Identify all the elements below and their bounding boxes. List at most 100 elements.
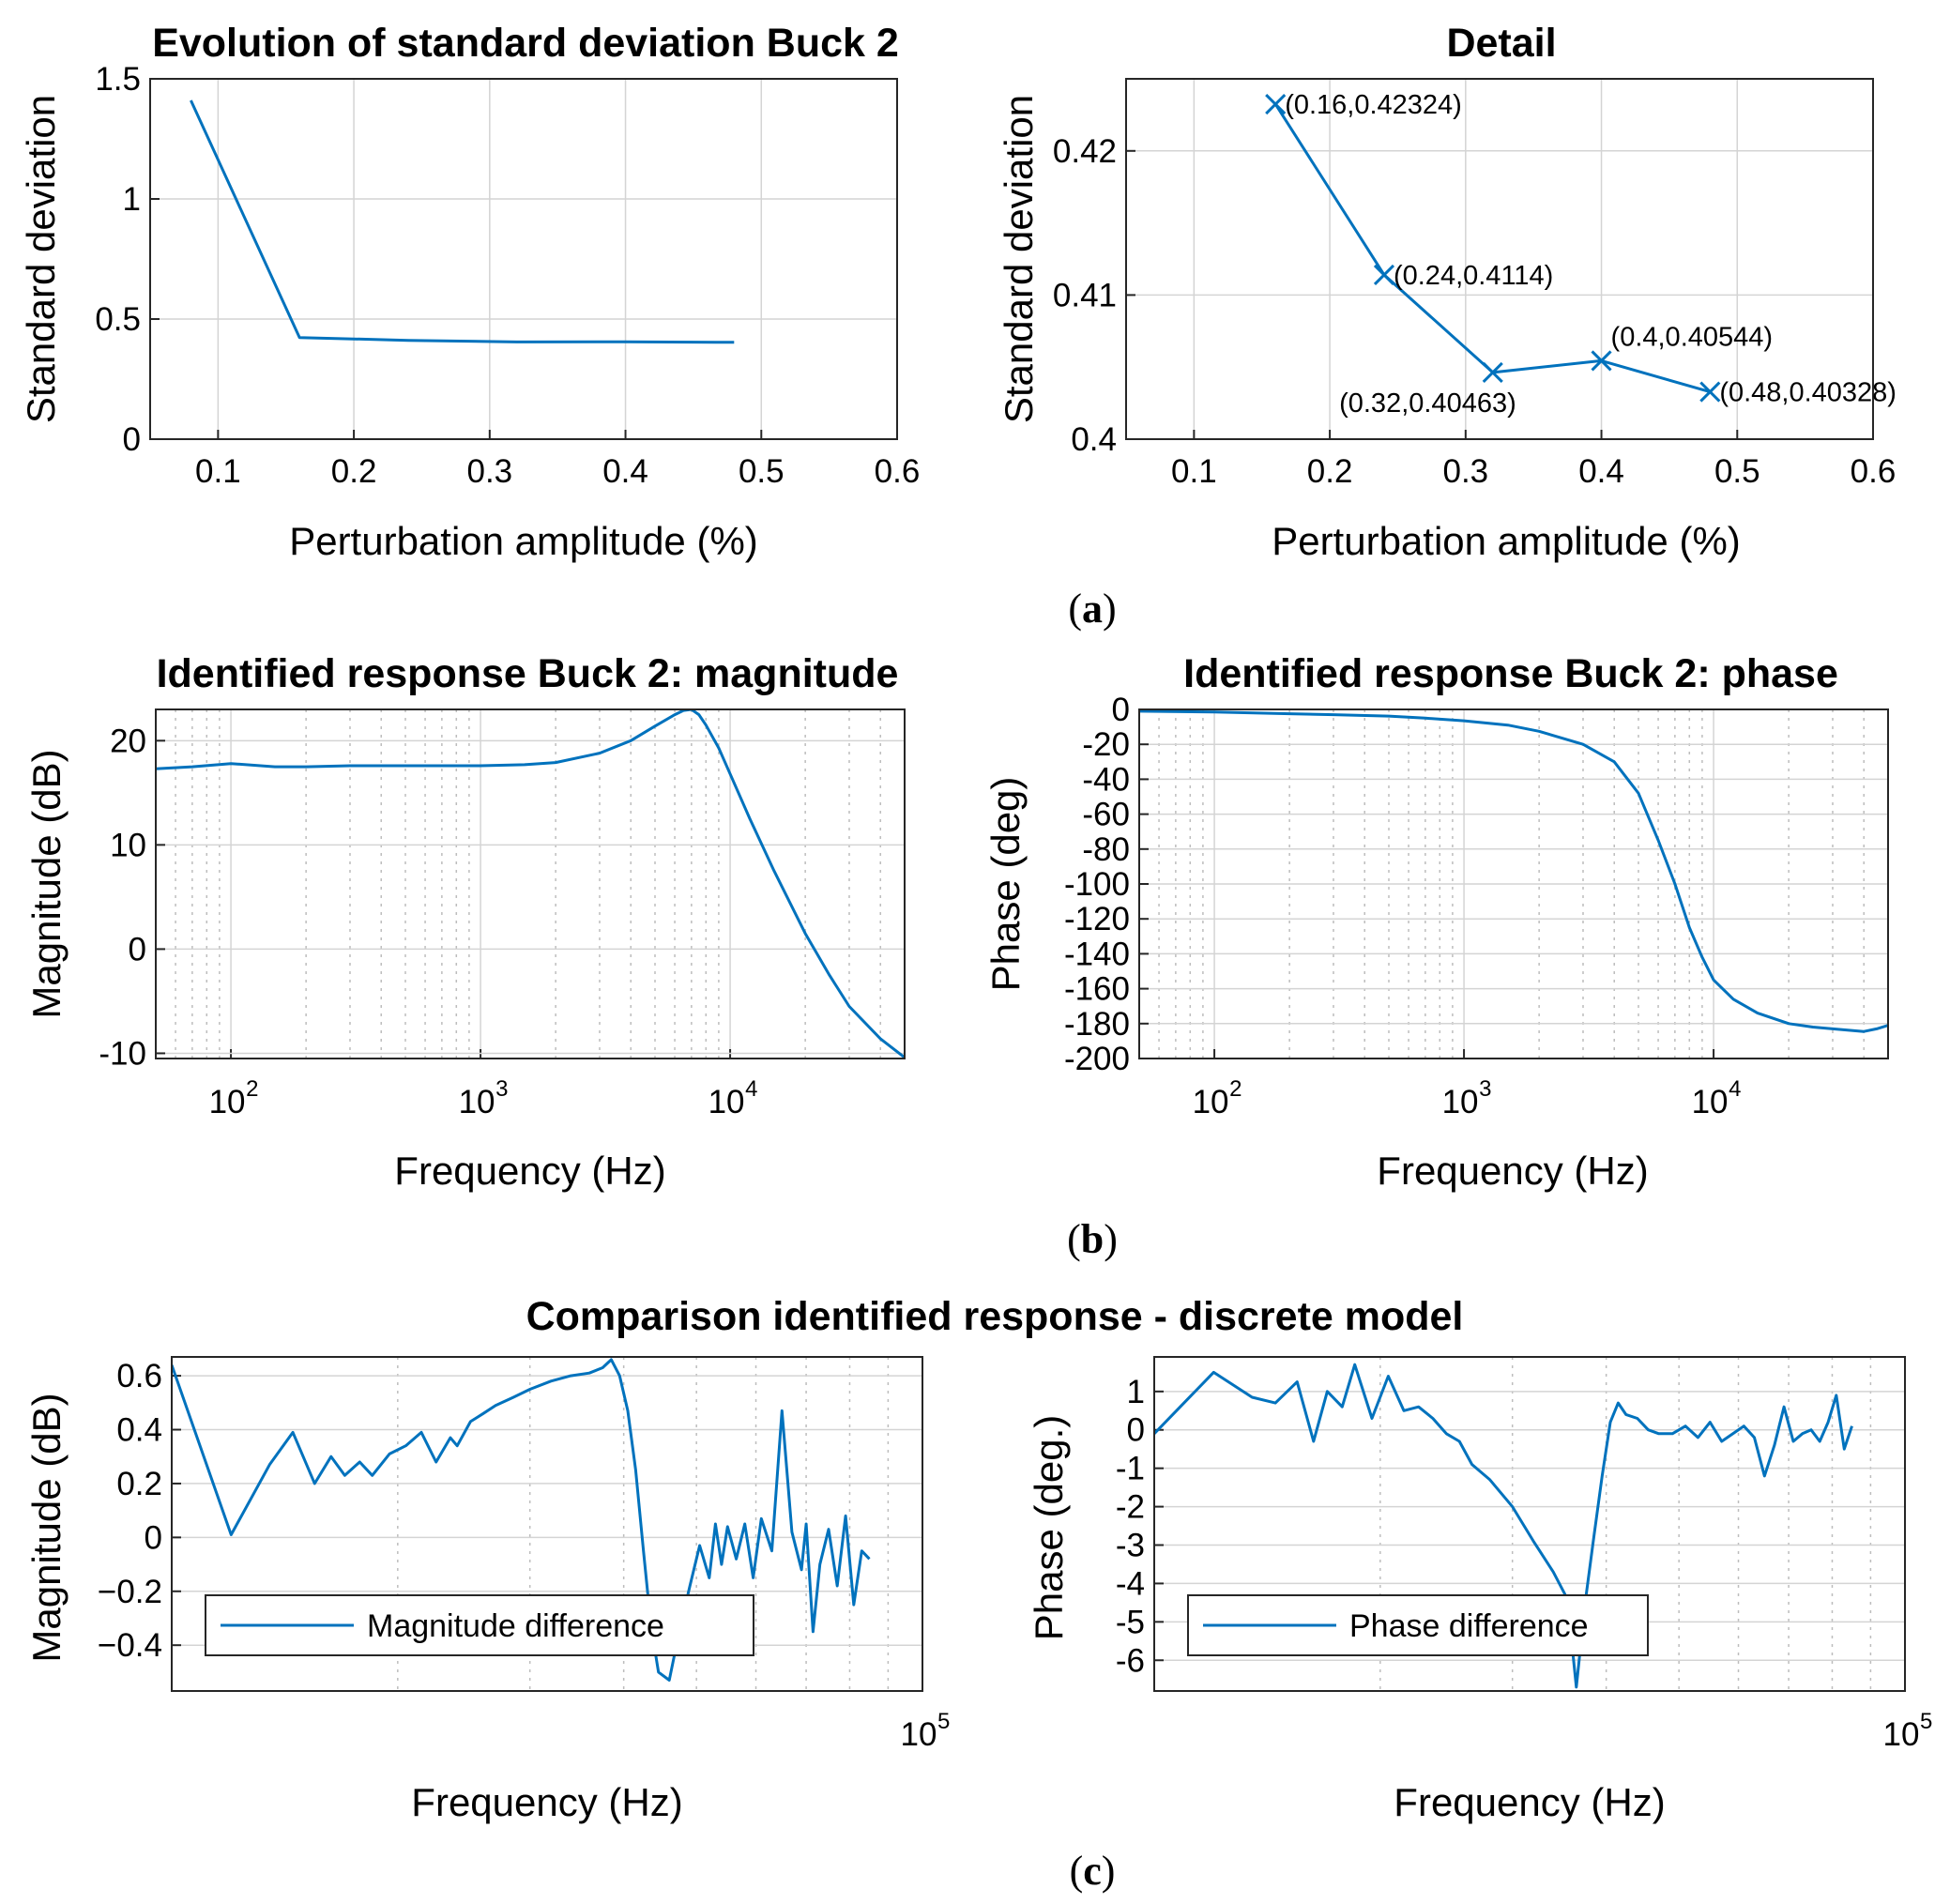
caption-b-letter: b xyxy=(1081,1216,1104,1262)
x-tick-label: 0.3 xyxy=(466,453,512,490)
caption-c-letter: c xyxy=(1083,1848,1102,1894)
x-axis-label: Frequency (Hz) xyxy=(394,1149,665,1193)
y-axis-label: Standard deviation xyxy=(19,95,63,423)
legend: Phase difference xyxy=(1187,1594,1649,1656)
comparison-title: Comparison identified response - discret… xyxy=(526,1294,1464,1339)
y-tick-label: -100 xyxy=(1064,866,1130,903)
data-point-marker xyxy=(1699,381,1721,403)
chart-title: Identified response Buck 2: phase xyxy=(1183,651,1838,696)
y-tick-label: 0.42 xyxy=(1053,133,1117,170)
std-evolution-chart: Evolution of standard deviation Buck 2 0… xyxy=(19,21,920,563)
y-axis-label: Magnitude (dB) xyxy=(24,1393,69,1662)
y-tick-label: -3 xyxy=(1116,1528,1145,1564)
legend: Magnitude difference xyxy=(205,1594,754,1656)
y-tick-label: -5 xyxy=(1116,1604,1145,1640)
y-tick-label: 0.4 xyxy=(1071,421,1117,458)
data-layer xyxy=(1139,709,1888,1033)
std-detail-chart: Detail 0.1 0.2 0.3 0.4 0.5 0.6 0.4 0.41 0.42 Per… xyxy=(997,21,1897,563)
y-tick-label: -200 xyxy=(1064,1041,1130,1077)
axes-frame xyxy=(1138,708,1889,1059)
y-tick-label: 1 xyxy=(1127,1374,1145,1410)
annotations: (0.16,0.42324) (0.24,0.4114) (0.32,0.40463… xyxy=(1285,90,1897,419)
x-tick-label: 0.6 xyxy=(1851,453,1897,490)
x-tick-label: 0.3 xyxy=(1442,453,1488,490)
data-point-marker xyxy=(1265,93,1287,115)
grid xyxy=(1126,79,1874,440)
y-tick-label: 0.4 xyxy=(116,1412,162,1449)
y-tick-label: 0 xyxy=(1112,692,1130,728)
x-tick-label: 10 xyxy=(901,1716,937,1753)
x-tick-label: 0.2 xyxy=(1307,453,1353,490)
y-tick-label: 0 xyxy=(123,421,141,458)
y-tick-label: −0.2 xyxy=(98,1574,162,1610)
x-tick-label: 0.4 xyxy=(602,453,648,490)
grid xyxy=(1139,708,1888,1059)
y-tick-label: 0 xyxy=(145,1519,162,1556)
y-tick-label: 0.2 xyxy=(116,1466,162,1502)
y-tick-label: -1 xyxy=(1116,1451,1145,1487)
data-label: (0.48,0.40328) xyxy=(1719,378,1897,408)
x-axis-label: Frequency (Hz) xyxy=(1394,1780,1665,1824)
x-tick-exponent: 2 xyxy=(246,1076,258,1102)
y-tick-label: 1.5 xyxy=(95,61,141,98)
data-label: (0.24,0.4114) xyxy=(1394,261,1553,291)
y-tick-label: -6 xyxy=(1116,1642,1145,1679)
y-tick-label: 0 xyxy=(1127,1412,1145,1449)
axes-frame xyxy=(149,78,898,440)
tick-labels: 10 5 −0.4 −0.2 0 0.2 0.4 0.6 xyxy=(98,1358,950,1753)
y-tick-label: 0.6 xyxy=(116,1358,162,1394)
x-tick-exponent: 3 xyxy=(495,1076,508,1102)
axes-frame xyxy=(171,1356,923,1692)
x-tick-label: 0.1 xyxy=(1171,453,1217,490)
y-tick-label: -120 xyxy=(1064,901,1130,937)
y-tick-label: -10 xyxy=(99,1035,146,1072)
x-tick-exponent: 3 xyxy=(1479,1076,1491,1102)
tick-labels: 0.1 0.2 0.3 0.4 0.5 0.6 0.4 0.41 0.42 xyxy=(1053,133,1896,490)
axes-frame xyxy=(1125,78,1874,440)
legend-label: Magnitude difference xyxy=(367,1608,664,1644)
caption-a: (a) xyxy=(1068,586,1116,632)
x-tick-label: 10 xyxy=(459,1084,495,1120)
data-label: (0.4,0.40544) xyxy=(1611,322,1774,352)
caption-c: (c) xyxy=(1070,1848,1116,1894)
x-tick-label: 0.5 xyxy=(739,453,785,490)
y-tick-label: 0 xyxy=(129,931,146,967)
data-point-marker xyxy=(1591,350,1612,372)
series-line xyxy=(1154,1363,1853,1689)
data-layer xyxy=(1265,93,1721,403)
grid xyxy=(156,709,905,1059)
y-tick-label: -80 xyxy=(1082,831,1130,868)
x-tick-label: 10 xyxy=(1442,1084,1479,1120)
caption-a-letter: a xyxy=(1082,586,1103,632)
data-layer xyxy=(1154,1363,1853,1689)
data-point-marker xyxy=(1373,264,1395,285)
chart-title: Evolution of standard deviation Buck 2 xyxy=(152,21,899,66)
magnitude-response-chart: Identified response Buck 2: magnitude 10… xyxy=(24,651,906,1193)
y-tick-label: -4 xyxy=(1116,1565,1145,1602)
x-axis-label: Perturbation amplitude (%) xyxy=(1272,519,1741,563)
x-tick-label: 0.6 xyxy=(875,453,921,490)
y-tick-label: 0.41 xyxy=(1053,277,1117,313)
x-tick-label: 0.2 xyxy=(331,453,377,490)
y-axis-label: Magnitude (dB) xyxy=(24,749,69,1018)
y-axis-label: Standard deviation xyxy=(997,95,1041,423)
data-layer xyxy=(190,99,735,344)
data-layer xyxy=(172,1358,871,1682)
magnitude-difference-chart: 10 5 −0.4 −0.2 0 0.2 0.4 0.6 Magnitude differen… xyxy=(24,1356,950,1824)
x-tick-exponent: 4 xyxy=(1729,1076,1741,1102)
y-tick-label: -20 xyxy=(1082,726,1130,763)
y-tick-label: -160 xyxy=(1064,971,1130,1008)
phase-difference-chart: 10 5 -6-5-4-3-2-101 Phase difference Frequ… xyxy=(1027,1356,1932,1824)
caption-b: (b) xyxy=(1067,1216,1118,1262)
axes-frame xyxy=(155,708,906,1059)
x-tick-exponent: 5 xyxy=(937,1709,950,1734)
series-line xyxy=(190,99,735,344)
y-axis-label: Phase (deg) xyxy=(983,777,1028,992)
series-line xyxy=(1139,709,1888,1033)
x-tick-exponent: 2 xyxy=(1229,1076,1242,1102)
legend-label: Phase difference xyxy=(1349,1608,1589,1644)
y-tick-label: 10 xyxy=(110,827,146,863)
y-tick-label: 0.5 xyxy=(95,301,141,338)
y-tick-label: −0.4 xyxy=(98,1627,162,1664)
